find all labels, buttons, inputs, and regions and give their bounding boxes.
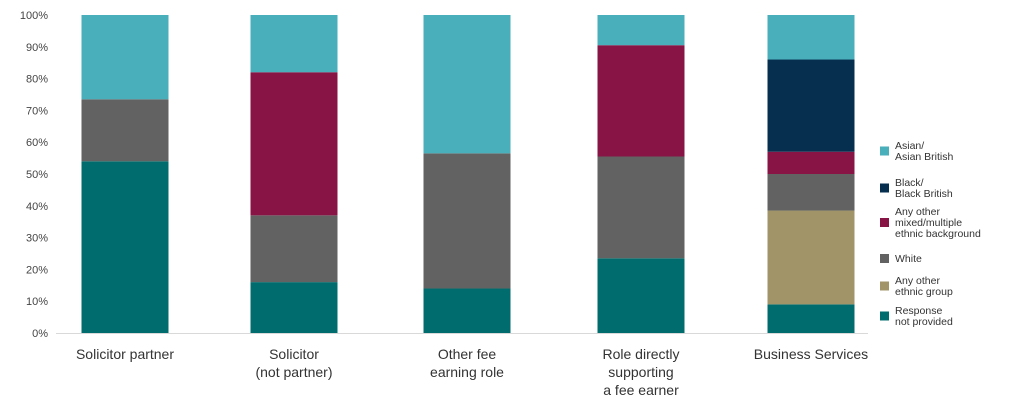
y-tick-label: 30% <box>26 233 48 245</box>
bar-segment <box>250 282 338 333</box>
y-tick-label: 100% <box>20 10 48 22</box>
bar-stack <box>597 15 685 333</box>
x-axis: Solicitor partner Solicitor (not partner) O… <box>56 333 868 398</box>
y-axis: 0% 10% 20% 30% 40% 50% 60% 70% 80% 90% 100% <box>20 10 48 340</box>
bar-segment <box>597 258 685 333</box>
legend-label: Black/Black British <box>895 177 953 200</box>
bar-segment <box>250 72 338 216</box>
bar-stack <box>423 15 511 333</box>
bar-segment <box>423 288 511 333</box>
bar-segment <box>250 15 338 73</box>
legend-swatch <box>880 281 889 291</box>
bar-segment <box>81 15 169 100</box>
legend-label: Any other ethnic group <box>895 275 953 298</box>
legend-swatch <box>880 183 889 193</box>
legend-swatch <box>880 218 889 227</box>
legend-label: Response not provided <box>895 305 953 328</box>
legend-item: Any other ethnic group <box>880 275 953 298</box>
bar-segment <box>81 99 169 162</box>
bar-segment <box>423 15 511 154</box>
y-tick-label: 80% <box>26 74 48 86</box>
x-category-label: Other fee earning role <box>430 346 504 380</box>
legend-swatch <box>880 146 889 156</box>
bar-segment <box>423 153 511 289</box>
legend-item: Asian/Asian British <box>880 140 954 163</box>
x-category-label: Role directly supporting a fee earner <box>602 346 679 398</box>
legend-item: Response not provided <box>880 305 953 328</box>
y-tick-label: 90% <box>26 42 48 54</box>
legend: Asian/Asian British Black/Black British An… <box>880 140 981 328</box>
legend-item: Black/Black British <box>880 177 953 200</box>
x-category-label: Business Services <box>754 346 868 362</box>
bar-segment <box>767 59 855 152</box>
bar-segment <box>81 161 169 333</box>
bar-segment <box>597 15 685 46</box>
bar-stacks <box>81 15 855 333</box>
bar-segment <box>767 151 855 174</box>
y-tick-label: 50% <box>26 169 48 181</box>
y-tick-label: 70% <box>26 105 48 117</box>
legend-label: Any other mixed/multiple ethnic background <box>895 206 981 240</box>
bar-segment <box>767 15 855 60</box>
y-tick-label: 20% <box>26 264 48 276</box>
y-tick-label: 60% <box>26 137 48 149</box>
bar-segment <box>767 304 855 333</box>
legend-label: White <box>895 253 922 265</box>
bar-segment <box>597 156 685 259</box>
bar-segment <box>250 215 338 283</box>
legend-item: White <box>880 253 922 265</box>
bar-stack <box>767 15 855 333</box>
legend-swatch <box>880 254 889 263</box>
x-category-label: Solicitor partner <box>76 346 174 362</box>
bar-stack <box>250 15 338 333</box>
y-tick-label: 40% <box>26 201 48 213</box>
bar-segment <box>767 174 855 211</box>
legend-swatch <box>880 311 889 321</box>
bar-segment <box>597 45 685 157</box>
legend-item: Any other mixed/multiple ethnic background <box>880 206 981 240</box>
bar-stack <box>81 15 169 333</box>
y-tick-label: 10% <box>26 296 48 308</box>
y-tick-label: 0% <box>32 328 48 340</box>
legend-label: Asian/Asian British <box>895 140 954 163</box>
x-category-label: Solicitor (not partner) <box>255 346 332 380</box>
bar-segment <box>767 210 855 305</box>
